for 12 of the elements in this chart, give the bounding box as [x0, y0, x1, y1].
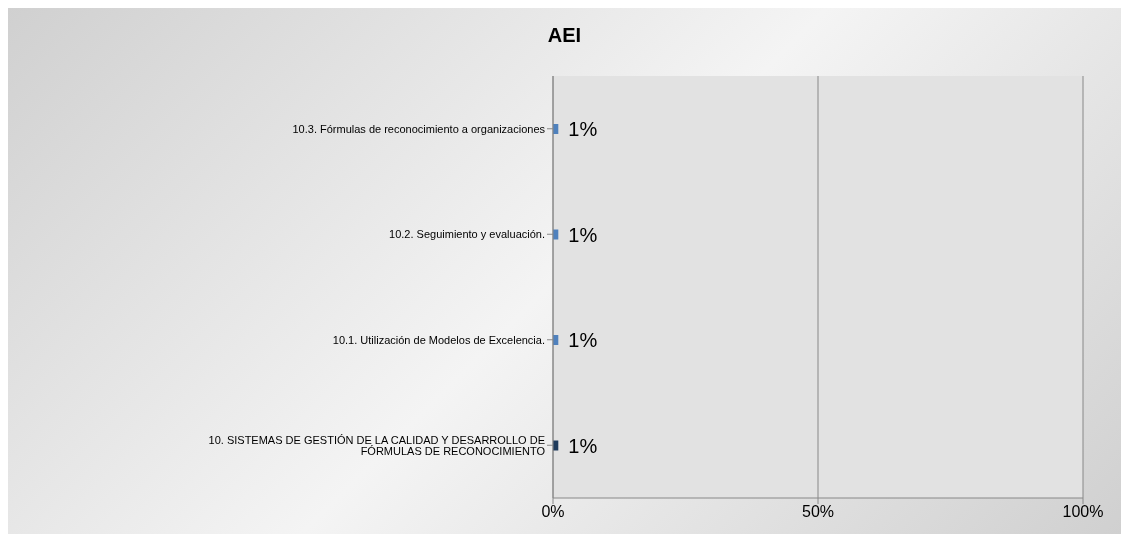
data-label: 1%	[568, 434, 598, 457]
y-tick-label: 10.1. Utilización de Modelos de Excelencia.	[332, 333, 545, 346]
x-tick-label: 100%	[1062, 503, 1104, 521]
x-tick-label: 50%	[801, 503, 835, 521]
y-tick-label: 10.3. Fórmulas de reconocimiento a organizaciones	[292, 122, 546, 135]
chart-title: AEI	[546, 24, 583, 47]
data-label: 1%	[568, 118, 598, 141]
x-tick-label: 0%	[541, 503, 565, 521]
y-tick-label: 10.2. Seguimiento y evaluación.	[389, 228, 545, 241]
y-tick-label: 10. SISTEMAS DE GESTIÓN DE LA CALIDAD Y DESARROLLO DE FÓRMULAS DE RECONOCIMIENTO	[208, 433, 546, 457]
data-label: 1%	[568, 223, 598, 246]
data-label: 1%	[568, 329, 598, 352]
